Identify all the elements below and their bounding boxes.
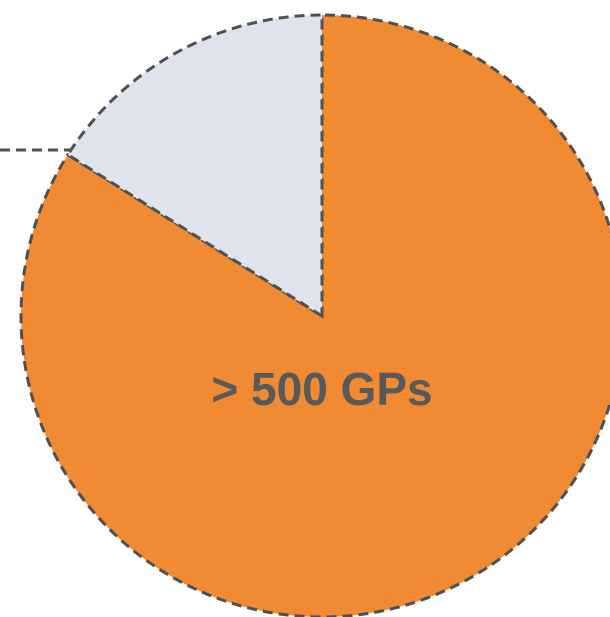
- slice-label: > 500 GPs: [211, 363, 432, 415]
- pie: [19, 13, 610, 617]
- pie-slice: [19, 13, 610, 617]
- pie-slice: [65, 13, 324, 319]
